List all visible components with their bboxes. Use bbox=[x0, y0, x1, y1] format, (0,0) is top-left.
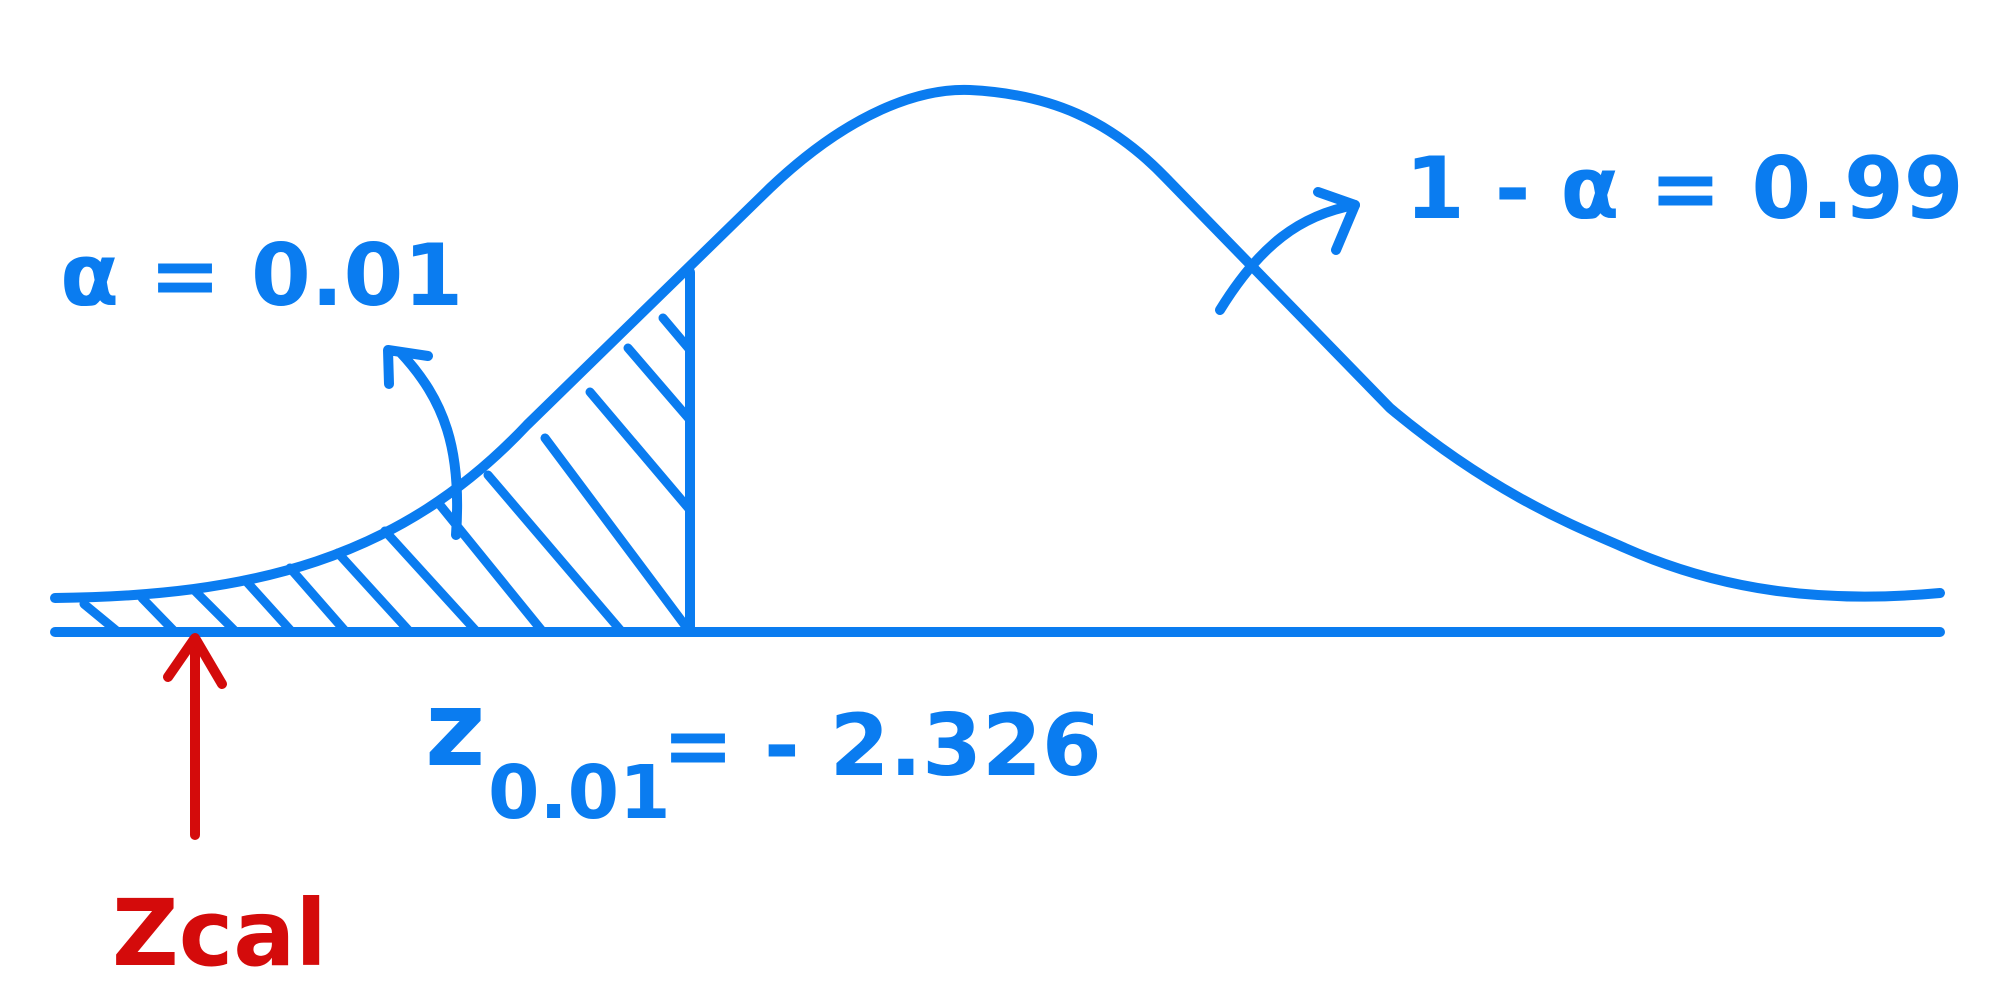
bell-curve bbox=[50, 84, 1945, 603]
zcal-label: Zcal bbox=[112, 880, 327, 987]
confidence-label: 1 - α = 0.99 bbox=[1405, 139, 1964, 239]
alpha-arrow bbox=[383, 345, 463, 540]
critical-z-subscript: 0.01 bbox=[488, 750, 671, 836]
alpha-label: α = 0.01 bbox=[60, 226, 463, 326]
confidence-arrow bbox=[1215, 187, 1360, 315]
critical-z-symbol: z bbox=[425, 668, 486, 790]
critical-value-label: z 0.01 = - 2.326 bbox=[425, 668, 1102, 836]
critical-z-value: = - 2.326 bbox=[662, 696, 1102, 796]
zcal-arrow bbox=[163, 633, 227, 840]
